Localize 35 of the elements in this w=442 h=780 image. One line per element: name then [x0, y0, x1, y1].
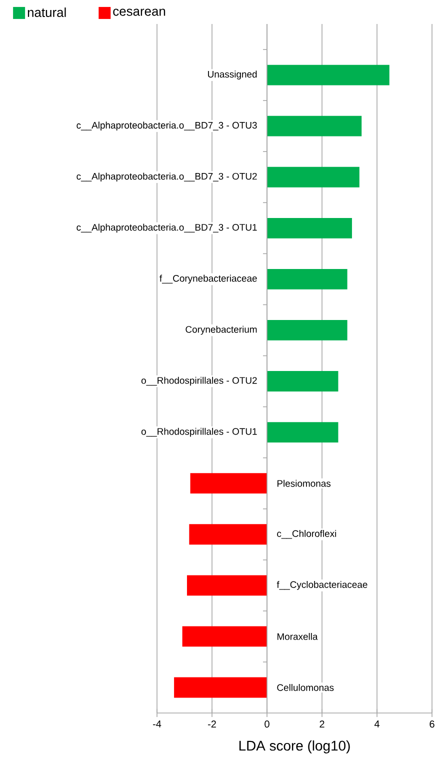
legend-label: cesarean — [113, 8, 166, 16]
y-tick-label: Cellulomonas — [277, 684, 334, 691]
bar — [267, 320, 348, 340]
bar — [186, 575, 267, 596]
y-tick-label: f__Corynebacteriaceae — [160, 274, 257, 284]
y-tick-label: Corynebacterium — [186, 326, 257, 335]
bar — [267, 422, 338, 443]
x-tick-label: 0 — [264, 720, 270, 728]
y-tick-label: Unassigned — [208, 70, 257, 80]
y-tick-label: Moraxella — [277, 632, 318, 640]
x-tick-label: -4 — [153, 720, 162, 728]
bar — [190, 473, 267, 494]
bar — [267, 64, 390, 86]
bar — [267, 166, 360, 188]
bar — [267, 268, 348, 290]
x-tick-label: 2 — [320, 720, 324, 728]
y-tick-label: Plesiomonas — [277, 480, 331, 487]
legend-label: natural — [28, 8, 66, 18]
y-tick-label: o__Rhodospirillales - OTU1 — [141, 428, 257, 437]
bar — [189, 524, 267, 545]
y-tick-label: c__Alphaproteobacteria.o__BD7_3 - OTU2 — [76, 172, 257, 182]
y-tick-label: c__Chloroflexi — [277, 530, 336, 539]
bar — [174, 677, 267, 698]
x-tick-label: 4 — [374, 720, 380, 728]
y-tick-label: f__Cyclobacteriaceae — [276, 581, 368, 590]
y-tick-label: c__Alphaproteobacteria.o__BD7_3 - OTU3 — [76, 122, 257, 130]
x-tick-label: -2 — [208, 720, 216, 728]
bar — [182, 626, 267, 647]
y-tick-label: o__Rhodospirillales - OTU2 — [141, 376, 257, 386]
bar — [267, 371, 338, 392]
x-tick-label: 6 — [430, 720, 434, 728]
bar — [267, 218, 352, 238]
x-axis-title: LDA score (log10) — [239, 740, 350, 754]
y-tick-label: c__Alphaproteobacteria.o__BD7_3 - OTU1 — [76, 224, 257, 233]
bar — [267, 116, 362, 136]
